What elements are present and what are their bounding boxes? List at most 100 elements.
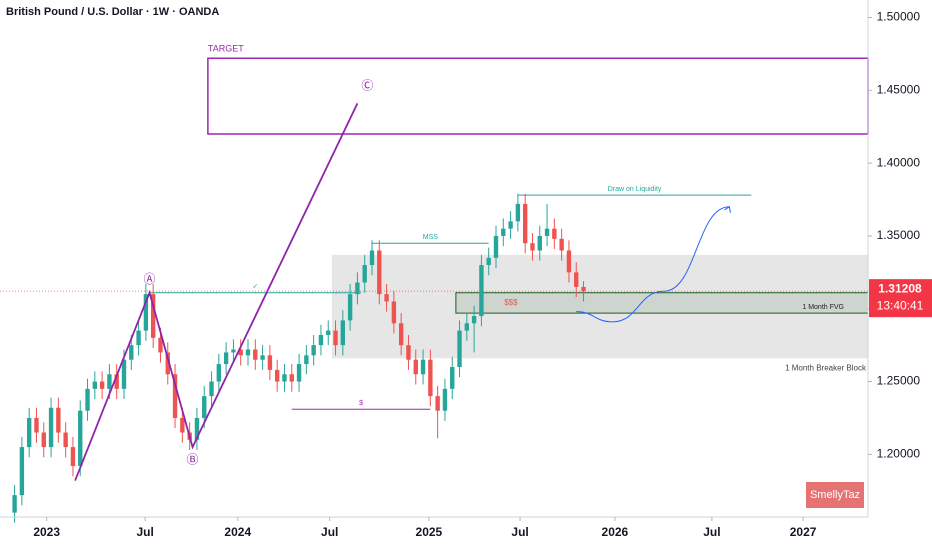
candle-body <box>413 359 418 375</box>
candle-body <box>574 272 579 287</box>
candle-body <box>194 417 200 440</box>
candle-body <box>318 334 324 346</box>
candle-body <box>56 407 61 433</box>
y-tick-label: 1.45000 <box>877 82 921 96</box>
candle-body <box>282 374 287 382</box>
candle-body <box>260 355 265 360</box>
candle-body <box>216 364 222 382</box>
watermark: SmellyTaz <box>810 489 860 501</box>
candle-body <box>559 238 564 251</box>
candle-body <box>377 250 382 295</box>
candle-body <box>486 257 491 266</box>
candle-body <box>501 228 506 236</box>
candle-body <box>450 366 455 389</box>
zone-label: 1 Month FVG <box>802 304 844 311</box>
candle-body <box>347 294 353 321</box>
y-tick-label: 1.35000 <box>877 228 921 242</box>
candle-body <box>63 432 68 448</box>
candle-body <box>435 396 440 411</box>
candle-body <box>223 352 229 365</box>
candle-body <box>121 359 127 389</box>
level-label: ✓ <box>252 284 258 291</box>
chart-title: British Pound / U.S. Dollar · 1W · OANDA <box>6 6 219 18</box>
last-price-label: 1.31208 <box>878 281 922 295</box>
candle-body <box>464 323 470 331</box>
x-tick-label: 2025 <box>416 525 443 539</box>
candle-body <box>522 203 528 244</box>
x-tick-label: Jul <box>703 525 720 539</box>
candle-body <box>391 301 397 324</box>
candle-body <box>493 235 499 258</box>
candle-body <box>19 447 25 496</box>
candle-body <box>420 359 426 375</box>
zone-note: $$$ <box>504 298 518 307</box>
x-tick-label: 2027 <box>790 525 817 539</box>
wave-label: Ⓒ <box>361 79 373 93</box>
candle-body <box>107 374 112 389</box>
x-tick-label: 2023 <box>33 525 60 539</box>
zone-label: 1 Month Breaker Block <box>785 363 867 372</box>
y-tick-label: 1.25000 <box>877 374 921 388</box>
candle-body <box>311 345 316 356</box>
candle-body <box>231 349 236 353</box>
candle-body <box>34 417 39 433</box>
x-tick-label: Jul <box>136 525 153 539</box>
level-label: Draw on Liquidity <box>608 186 662 193</box>
level-label: MSS <box>423 234 439 241</box>
candle-body <box>515 203 521 222</box>
x-tick-label: Jul <box>511 525 528 539</box>
candle-body <box>245 349 251 356</box>
candle-body <box>85 388 90 411</box>
candle-body <box>471 316 477 324</box>
candle-body <box>508 221 513 229</box>
candle-body <box>479 265 484 317</box>
candle-body <box>209 381 214 397</box>
candle-body <box>384 294 389 302</box>
projection-arrow <box>724 205 731 213</box>
candle-body <box>289 374 294 382</box>
candle-body <box>253 349 258 360</box>
candle-body <box>238 349 243 356</box>
candle-body <box>552 228 557 239</box>
candle-body <box>537 235 542 251</box>
candle-body <box>202 396 207 418</box>
last-price-badge <box>869 279 932 318</box>
candle-body <box>340 320 346 346</box>
candle-body <box>172 374 178 418</box>
candle-body <box>48 407 54 448</box>
y-tick-label: 1.50000 <box>877 10 921 24</box>
candle-body <box>41 432 46 448</box>
candle-body <box>136 330 141 346</box>
candle-body <box>304 355 309 365</box>
y-tick-label: 1.20000 <box>877 447 921 461</box>
candle-body <box>99 381 105 389</box>
x-tick-label: 2024 <box>224 525 251 539</box>
wave-label: Ⓑ <box>187 452 199 466</box>
candle-body <box>92 381 98 389</box>
candle-body <box>70 447 76 467</box>
candle-body <box>274 369 280 382</box>
wave-line <box>74 103 359 481</box>
candle-body <box>114 374 119 389</box>
candle-body <box>296 364 302 382</box>
zone <box>331 254 869 359</box>
candle-body <box>165 352 170 375</box>
candle-body <box>566 250 572 273</box>
candle-body <box>362 265 367 283</box>
candle-body <box>369 250 375 266</box>
candle-body <box>129 345 134 360</box>
candle-body <box>530 243 535 251</box>
candle-body <box>333 330 338 346</box>
candle-body <box>406 345 411 360</box>
candle-body <box>457 330 462 367</box>
candle-body <box>26 417 32 448</box>
candle-body <box>442 388 448 411</box>
candle-body <box>78 410 83 467</box>
candle-body <box>180 417 185 433</box>
projection-curve <box>576 206 730 323</box>
watermark-box <box>806 482 864 508</box>
y-tick-label: 1.40000 <box>877 155 921 169</box>
candle-body <box>398 323 404 346</box>
countdown-label: 13:40:41 <box>877 298 924 312</box>
